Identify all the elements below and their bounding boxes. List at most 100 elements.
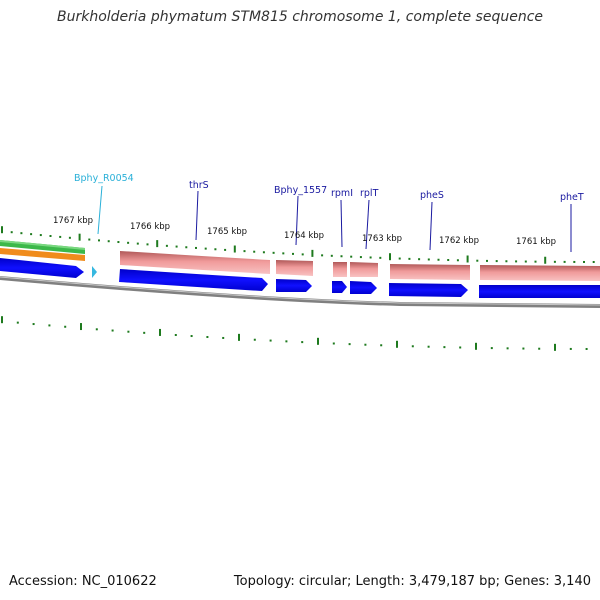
minor-tick xyxy=(285,340,288,343)
minor-tick xyxy=(88,238,91,241)
minor-tick xyxy=(253,338,256,341)
minor-tick xyxy=(538,347,541,350)
minor-tick xyxy=(301,253,304,256)
minor-tick xyxy=(30,233,33,236)
minor-tick xyxy=(282,252,285,255)
minor-tick xyxy=(585,347,588,350)
major-tick xyxy=(159,328,161,336)
minor-tick xyxy=(127,330,130,333)
minor-tick xyxy=(321,254,324,257)
leader-Bphy_R0054 xyxy=(97,185,103,235)
rna-arrow-Bphy_R0054 xyxy=(92,266,97,278)
minor-tick xyxy=(301,341,304,344)
cds-arrow-rplT xyxy=(350,281,377,294)
gene-label-pheS[interactable]: pheS xyxy=(420,190,444,201)
minor-tick xyxy=(206,336,209,339)
leader-rplT xyxy=(365,199,370,250)
map-title: Burkholderia phymatum STM815 chromosome … xyxy=(56,9,543,25)
scale-label-1765: 1765 kbp xyxy=(207,227,247,237)
minor-tick xyxy=(459,346,462,349)
minor-tick xyxy=(476,259,479,262)
minor-tick xyxy=(190,335,193,338)
minor-tick xyxy=(411,345,414,348)
minor-tick xyxy=(583,260,585,263)
minor-tick xyxy=(143,331,146,334)
leader-Bphy_1557 xyxy=(295,195,299,246)
minor-tick xyxy=(427,345,430,348)
major-tick xyxy=(466,255,469,263)
minor-tick xyxy=(117,241,120,244)
cds-arrow-thrS xyxy=(119,269,268,291)
minor-tick xyxy=(486,259,488,262)
minor-tick xyxy=(515,260,518,263)
major-tick xyxy=(78,233,81,241)
gene-block-pheT-reverse xyxy=(480,265,600,281)
minor-tick xyxy=(185,246,188,249)
minor-tick xyxy=(68,236,71,239)
minor-tick xyxy=(195,246,197,249)
minor-tick xyxy=(369,256,372,259)
minor-tick xyxy=(563,260,566,263)
minor-tick xyxy=(136,242,139,245)
minor-tick xyxy=(64,325,67,328)
scale-label-1763: 1763 kbp xyxy=(362,234,402,244)
cds-arrow-left xyxy=(0,258,84,278)
minor-tick xyxy=(522,347,525,350)
minor-tick xyxy=(39,234,42,237)
major-tick xyxy=(544,256,547,264)
minor-tick xyxy=(350,255,353,258)
minor-tick xyxy=(214,248,217,251)
gene-label-Bphy_R0054[interactable]: Bphy_R0054 xyxy=(74,173,134,184)
minor-tick xyxy=(20,232,23,235)
chromosome-backbone xyxy=(0,276,600,308)
major-tick xyxy=(233,245,236,253)
minor-tick xyxy=(204,247,207,250)
cds-arrow-Bphy_1557 xyxy=(276,279,312,292)
gene-label-rpmI[interactable]: rpmI xyxy=(331,188,353,199)
minor-tick xyxy=(524,260,527,263)
upper-scale-ticks xyxy=(1,226,595,264)
gene-block-pheS-reverse xyxy=(390,264,470,280)
lower-scale-ticks xyxy=(1,316,588,351)
chromosome-backbone-highlight xyxy=(0,276,600,306)
minor-tick xyxy=(253,250,256,253)
minor-tick xyxy=(359,256,362,259)
major-tick xyxy=(156,240,159,248)
gene-block-Bphy_1557-reverse xyxy=(276,260,313,276)
minor-tick xyxy=(380,344,383,347)
minor-tick xyxy=(32,323,35,326)
major-tick xyxy=(311,249,314,257)
minor-tick xyxy=(59,235,62,238)
minor-tick xyxy=(174,334,177,337)
minor-tick xyxy=(16,321,19,324)
gene-label-thrS[interactable]: thrS xyxy=(189,180,209,191)
minor-tick xyxy=(175,245,178,248)
minor-tick xyxy=(127,241,130,244)
minor-tick xyxy=(95,328,98,331)
gene-label-Bphy_1557[interactable]: Bphy_1557 xyxy=(274,185,327,196)
leader-pheS xyxy=(429,201,433,251)
minor-tick xyxy=(495,260,498,263)
minor-tick xyxy=(398,257,401,260)
minor-tick xyxy=(490,347,493,350)
minor-tick xyxy=(107,240,110,243)
minor-tick xyxy=(573,260,576,263)
minor-tick xyxy=(418,258,421,261)
gene-block-thrS-reverse xyxy=(120,251,270,274)
minor-tick xyxy=(146,243,149,246)
gene-label-rplT[interactable]: rplT xyxy=(360,188,379,199)
minor-tick xyxy=(10,231,13,234)
minor-tick xyxy=(443,346,446,349)
major-tick xyxy=(80,323,82,331)
minor-tick xyxy=(272,251,275,254)
gene-label-pheT[interactable]: pheT xyxy=(560,192,584,203)
minor-tick xyxy=(447,259,450,262)
minor-tick xyxy=(592,260,595,263)
major-tick xyxy=(317,337,319,345)
minor-tick xyxy=(505,260,508,263)
minor-tick xyxy=(408,257,411,260)
minor-tick xyxy=(437,258,440,261)
major-tick xyxy=(396,340,398,348)
minor-tick xyxy=(569,347,572,350)
